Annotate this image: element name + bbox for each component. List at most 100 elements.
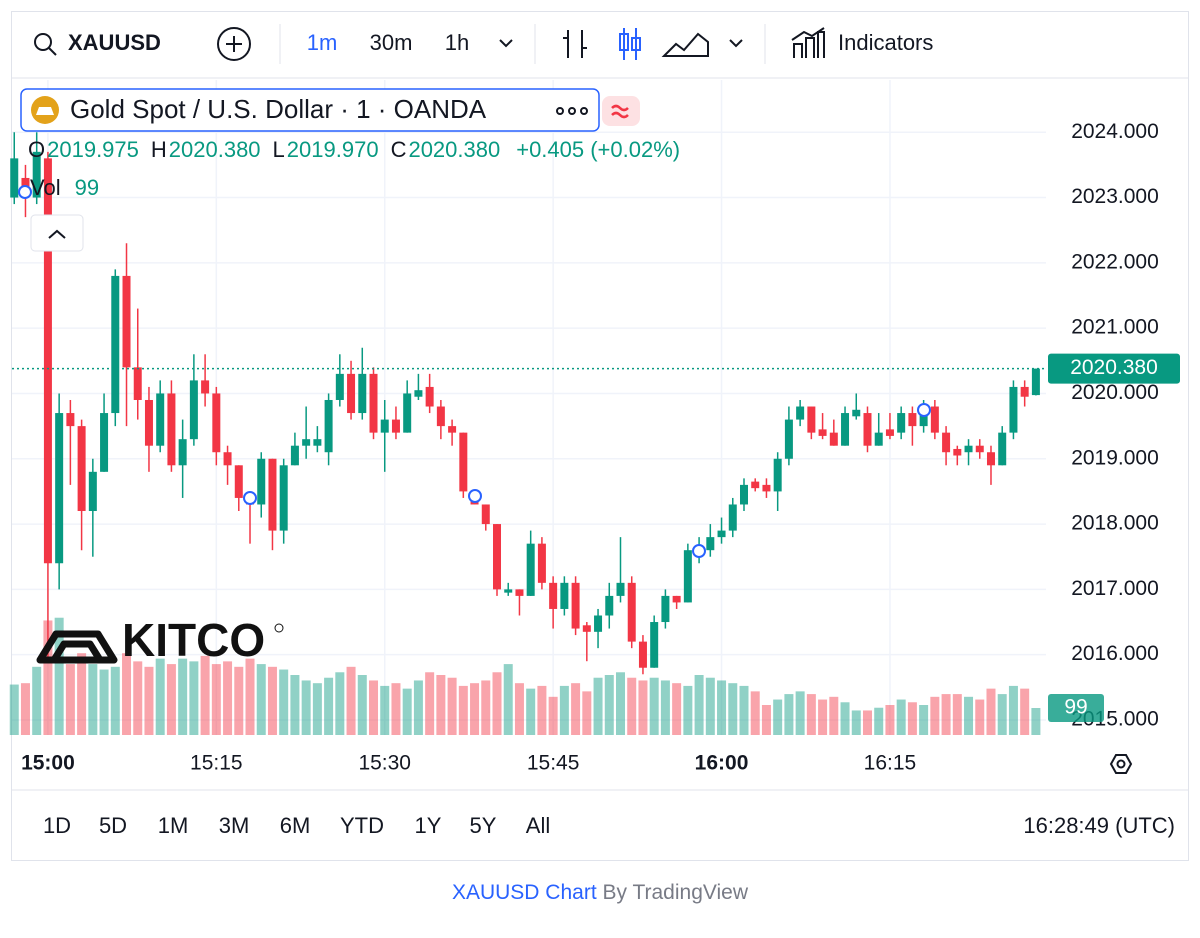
settings-icon[interactable] [1109, 754, 1133, 774]
footer-link[interactable]: XAUUSD Chart [452, 881, 597, 904]
range-button[interactable]: 1Y [415, 813, 442, 838]
range-button[interactable]: 1M [158, 813, 189, 838]
volume-bar [357, 675, 367, 735]
volume-legend-value: 99 [75, 175, 99, 200]
volume-bar [750, 691, 760, 735]
candle-body [986, 452, 995, 466]
range-button[interactable]: 5Y [470, 813, 497, 838]
range-button[interactable]: All [526, 813, 550, 838]
range-button[interactable]: 1D [43, 813, 71, 838]
volume-bar [211, 664, 221, 735]
volume-bar [818, 699, 828, 735]
volume-bar [20, 683, 30, 735]
volume-bar [795, 691, 805, 735]
volume-bar [391, 683, 401, 735]
search-icon [48, 47, 57, 56]
candle-body [897, 413, 906, 433]
volume-bar [728, 683, 738, 735]
candle-body [953, 448, 962, 456]
candle-body [459, 432, 468, 492]
volume-bar [896, 699, 906, 735]
candle-body [650, 622, 659, 668]
range-button[interactable]: 3M [219, 813, 250, 838]
volume-bar [324, 677, 334, 735]
range-button[interactable]: 6M [280, 813, 311, 838]
candle-body [717, 530, 726, 538]
candle-body [784, 419, 793, 459]
event-marker[interactable] [917, 403, 931, 417]
volume-bar [436, 675, 446, 735]
volume-bar [178, 658, 188, 735]
candle-body [436, 406, 445, 427]
event-marker[interactable] [468, 489, 482, 503]
volume-tag [1048, 694, 1104, 722]
volume-bar [1031, 708, 1041, 735]
candle-body [818, 429, 827, 436]
candle-body [10, 158, 19, 198]
candle-body [380, 419, 389, 433]
candle-body [571, 582, 580, 629]
candle-body [796, 406, 805, 420]
interval[interactable]: 1m [307, 30, 338, 55]
chevron[interactable] [729, 39, 743, 48]
volume-bar [65, 664, 75, 735]
candle-body [122, 275, 131, 368]
volume-bar [952, 694, 962, 735]
gold-icon [36, 107, 54, 115]
interval[interactable]: 1h [445, 30, 469, 55]
candle-body [32, 151, 41, 198]
volume-bar [964, 696, 974, 735]
volume-bar [335, 672, 345, 735]
area-icon[interactable] [661, 32, 709, 57]
volume-legend-key: Vol [30, 175, 61, 200]
candle-body [537, 543, 546, 583]
volume-bar [919, 705, 929, 735]
candle-body [144, 399, 153, 446]
volume-bar [54, 617, 64, 735]
widget-frame [11, 11, 1189, 861]
volume-bar [941, 694, 951, 735]
candle-body [874, 432, 883, 446]
compare-button[interactable] [217, 27, 251, 61]
indicators-icon[interactable] [791, 27, 825, 58]
range-button[interactable]: 5D [99, 813, 127, 838]
status-icon [611, 104, 629, 119]
volume-bar [492, 672, 502, 735]
volume-bar [88, 664, 98, 735]
event-marker[interactable] [692, 544, 706, 558]
volume-bar [223, 661, 233, 735]
event-marker[interactable] [243, 491, 257, 505]
status-badge [602, 96, 640, 126]
y-tick-label: 2016.000 [1071, 642, 1159, 665]
legend-key: H [151, 137, 167, 162]
bars-icon[interactable] [563, 30, 587, 58]
settings-icon [1116, 759, 1126, 769]
candle-body [324, 399, 333, 453]
candle-body [369, 373, 378, 433]
event-marker[interactable] [18, 185, 32, 199]
candle-body [627, 582, 636, 642]
legend-value: 2020.380 [169, 137, 261, 162]
indicators[interactable]: Indicators [838, 30, 933, 55]
interval[interactable]: 30m [370, 30, 413, 55]
volume-bar [997, 694, 1007, 735]
plot: 2015.0002016.0002017.0002018.0002019.000… [9, 80, 1180, 775]
more-icon[interactable] [556, 107, 589, 115]
candle-body [55, 413, 64, 564]
collapse-button[interactable] [30, 214, 84, 252]
volume-bar [290, 675, 300, 735]
last-price-tag [1048, 353, 1180, 384]
volume-bar [705, 677, 715, 735]
legend-key: L [273, 137, 285, 162]
chevron[interactable] [499, 39, 513, 48]
volume-bar [234, 666, 244, 735]
range-button[interactable]: YTD [340, 813, 384, 838]
volume-bar [481, 680, 491, 735]
last-price-label: 2020.380 [1070, 356, 1158, 379]
symbol-box[interactable] [20, 88, 600, 132]
symbol[interactable]: XAUUSD [68, 30, 161, 55]
candle-body [425, 386, 434, 407]
volume-bar [773, 699, 783, 735]
candle-body [526, 543, 535, 596]
volume-bar [683, 685, 693, 735]
